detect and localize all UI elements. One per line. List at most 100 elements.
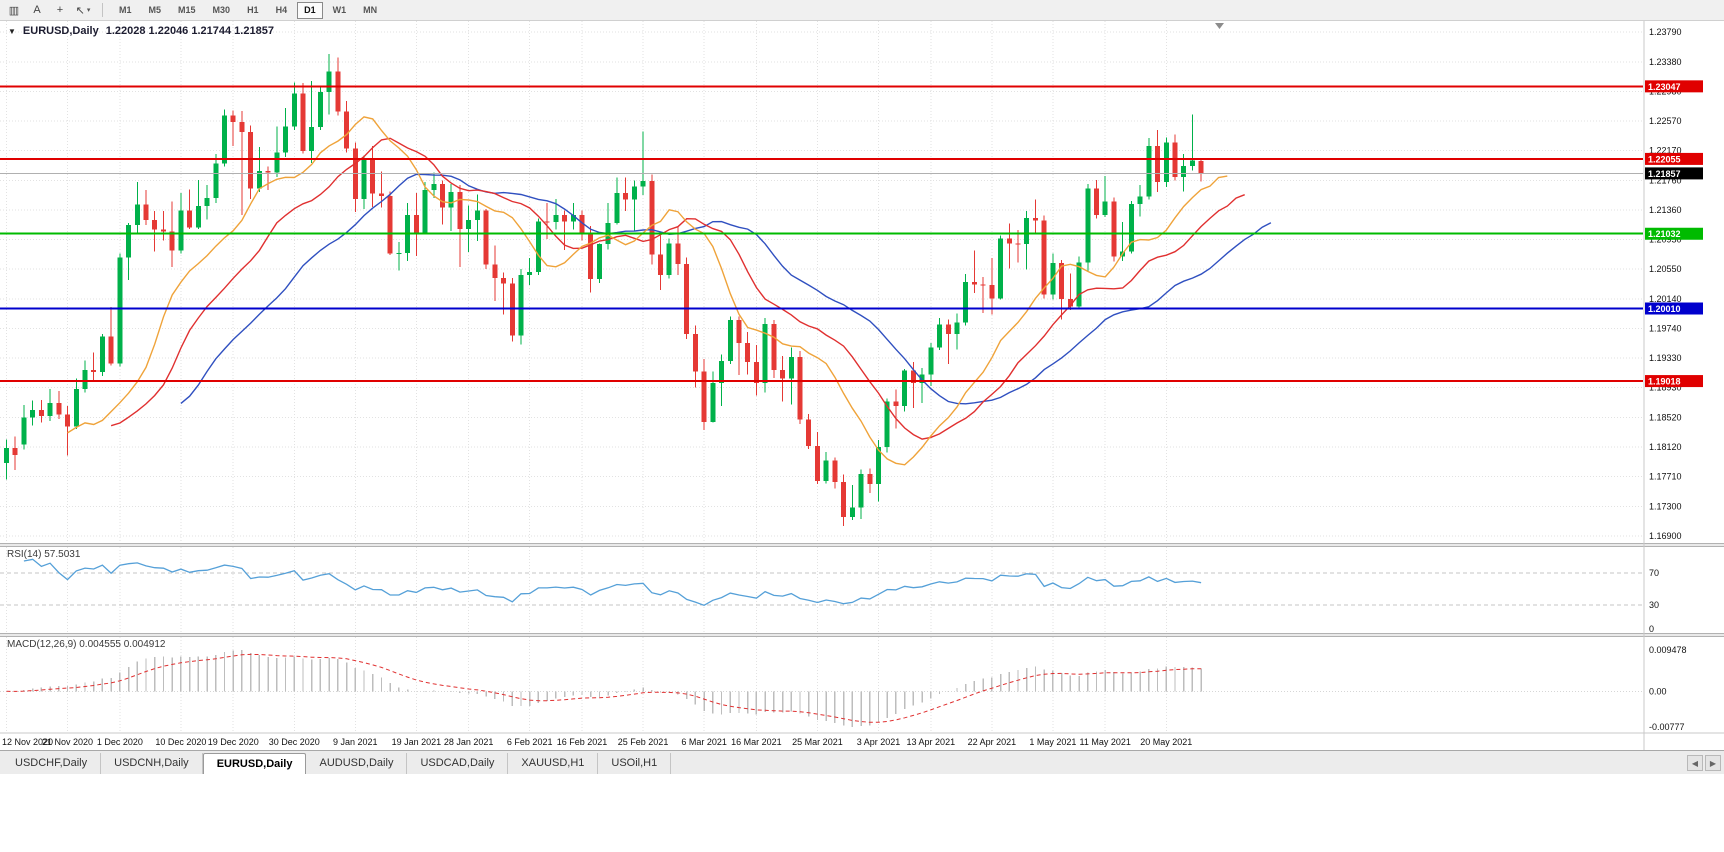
tab-usdcad-daily[interactable]: USDCAD,Daily bbox=[407, 753, 509, 774]
cursor-tool-icon: ↖ bbox=[75, 4, 85, 17]
panel-separator[interactable] bbox=[0, 543, 1724, 547]
candle-body bbox=[971, 282, 977, 285]
candle-body bbox=[631, 186, 637, 200]
candle-body bbox=[998, 238, 1004, 299]
x-axis-date-label: 21 Nov 2020 bbox=[42, 737, 93, 747]
panel-separator[interactable] bbox=[0, 633, 1724, 637]
price-level-badge bbox=[1645, 227, 1703, 240]
x-axis-date-label: 3 Apr 2021 bbox=[857, 737, 901, 747]
candle-body bbox=[736, 320, 742, 343]
tab-xauusd-h1[interactable]: XAUUSD,H1 bbox=[508, 753, 599, 774]
candle-body bbox=[1137, 196, 1143, 204]
candle-body bbox=[448, 192, 454, 208]
y-axis-label: 1.17300 bbox=[1649, 502, 1682, 512]
candle-body bbox=[527, 271, 533, 275]
x-axis-date-label: 11 May 2021 bbox=[1080, 737, 1131, 747]
candle-body bbox=[867, 473, 873, 485]
timeframe-button-w1[interactable]: W1 bbox=[326, 2, 354, 19]
crosshair-tool-icon[interactable]: + bbox=[50, 2, 70, 19]
candle-body bbox=[710, 383, 716, 422]
tabs-scroll-right-button[interactable]: ▶ bbox=[1705, 755, 1721, 771]
rsi-axis-label: 30 bbox=[1649, 600, 1659, 610]
candle-body bbox=[335, 71, 341, 112]
candle-body bbox=[666, 243, 672, 275]
candle-body bbox=[431, 184, 437, 191]
x-axis-date-label: 9 Jan 2021 bbox=[333, 737, 378, 747]
candle-body bbox=[753, 361, 759, 384]
candle-body bbox=[21, 417, 27, 445]
price-level-badge bbox=[1645, 302, 1703, 315]
macd-indicator-label: MACD(12,26,9) 0.004555 0.004912 bbox=[7, 639, 166, 650]
candle-body bbox=[788, 356, 794, 379]
tab-audusd-daily[interactable]: AUDUSD,Daily bbox=[306, 753, 408, 774]
tab-scroll-controls: ◀ ▶ bbox=[1687, 755, 1721, 771]
candle-body bbox=[169, 231, 175, 251]
chart-window-icon[interactable]: ▥ bbox=[4, 2, 24, 19]
toolbar: ▥ A + ↖ ▾ M1 M5 M15 M30 H1 H4 D1 W1 MN bbox=[0, 0, 1724, 21]
candle-body bbox=[963, 282, 969, 323]
candle-body bbox=[535, 221, 541, 272]
y-axis-label: 1.23380 bbox=[1649, 57, 1682, 67]
candle-body bbox=[65, 414, 71, 427]
candle-body bbox=[893, 401, 899, 406]
candle-body bbox=[99, 336, 105, 373]
tab-usdchf-daily[interactable]: USDCHF,Daily bbox=[2, 753, 102, 774]
candle-body bbox=[152, 219, 158, 230]
macd-axis-label: -0.00777 bbox=[1649, 722, 1685, 732]
price-level-badge bbox=[1645, 375, 1703, 388]
candle-body bbox=[143, 204, 149, 220]
candle-body bbox=[509, 283, 515, 336]
candle-body bbox=[291, 93, 297, 127]
timeframe-button-d1[interactable]: D1 bbox=[297, 1, 323, 19]
candle-body bbox=[553, 214, 559, 223]
candle-body bbox=[945, 324, 951, 335]
y-axis-label: 1.21360 bbox=[1649, 205, 1682, 215]
candle-body bbox=[919, 374, 925, 384]
candle-body bbox=[596, 244, 602, 280]
price-level-badge-label: 1.21032 bbox=[1648, 229, 1681, 239]
cursor-tool-button[interactable]: ↖ ▾ bbox=[73, 2, 93, 19]
candle-body bbox=[440, 184, 445, 208]
timeframe-button-h4[interactable]: H4 bbox=[269, 2, 295, 19]
candle-body bbox=[56, 402, 62, 415]
chart-background bbox=[0, 21, 1724, 750]
candle-body bbox=[501, 277, 507, 284]
candle-body bbox=[457, 192, 463, 229]
candle-body bbox=[614, 192, 620, 223]
tab-usdcnh-daily[interactable]: USDCNH,Daily bbox=[101, 753, 203, 774]
candle-body bbox=[1189, 160, 1195, 166]
one-click-trading-toggle[interactable]: ▼ bbox=[8, 26, 16, 36]
candle-body bbox=[126, 225, 132, 258]
timeframe-button-mn[interactable]: MN bbox=[356, 2, 384, 19]
x-axis-date-label: 6 Mar 2021 bbox=[681, 737, 727, 747]
candle-body bbox=[1006, 238, 1012, 244]
candle-body bbox=[378, 193, 384, 196]
candle-body bbox=[1102, 201, 1108, 215]
candle-body bbox=[1155, 146, 1161, 182]
tab-usoil-h1[interactable]: USOil,H1 bbox=[598, 753, 672, 774]
candle-body bbox=[692, 334, 698, 372]
candle-body bbox=[309, 127, 315, 152]
candle-body bbox=[204, 198, 210, 207]
candle-body bbox=[1128, 203, 1134, 252]
alligator-lips-line bbox=[67, 116, 1228, 466]
candle-body bbox=[910, 370, 916, 384]
candle-body bbox=[928, 347, 934, 375]
tab-eurusd-daily[interactable]: EURUSD,Daily bbox=[202, 753, 307, 774]
timeframe-button-m30[interactable]: M30 bbox=[206, 2, 238, 19]
y-axis-label: 1.22170 bbox=[1649, 146, 1682, 156]
rsi-line bbox=[23, 558, 1202, 607]
y-axis-label: 1.20550 bbox=[1649, 264, 1682, 274]
timeframe-button-m1[interactable]: M1 bbox=[112, 2, 139, 19]
timeframe-button-h1[interactable]: H1 bbox=[240, 2, 266, 19]
y-axis-label: 1.22570 bbox=[1649, 116, 1682, 126]
text-label-tool-icon[interactable]: A bbox=[27, 2, 47, 19]
candle-body bbox=[82, 369, 88, 389]
timeframe-button-m5[interactable]: M5 bbox=[142, 2, 169, 19]
chart-shift-marker[interactable] bbox=[1215, 23, 1224, 29]
candle-body bbox=[283, 126, 289, 153]
y-axis-label: 1.18930 bbox=[1649, 383, 1682, 393]
timeframe-button-m15[interactable]: M15 bbox=[171, 2, 203, 19]
tabs-scroll-left-button[interactable]: ◀ bbox=[1687, 755, 1703, 771]
